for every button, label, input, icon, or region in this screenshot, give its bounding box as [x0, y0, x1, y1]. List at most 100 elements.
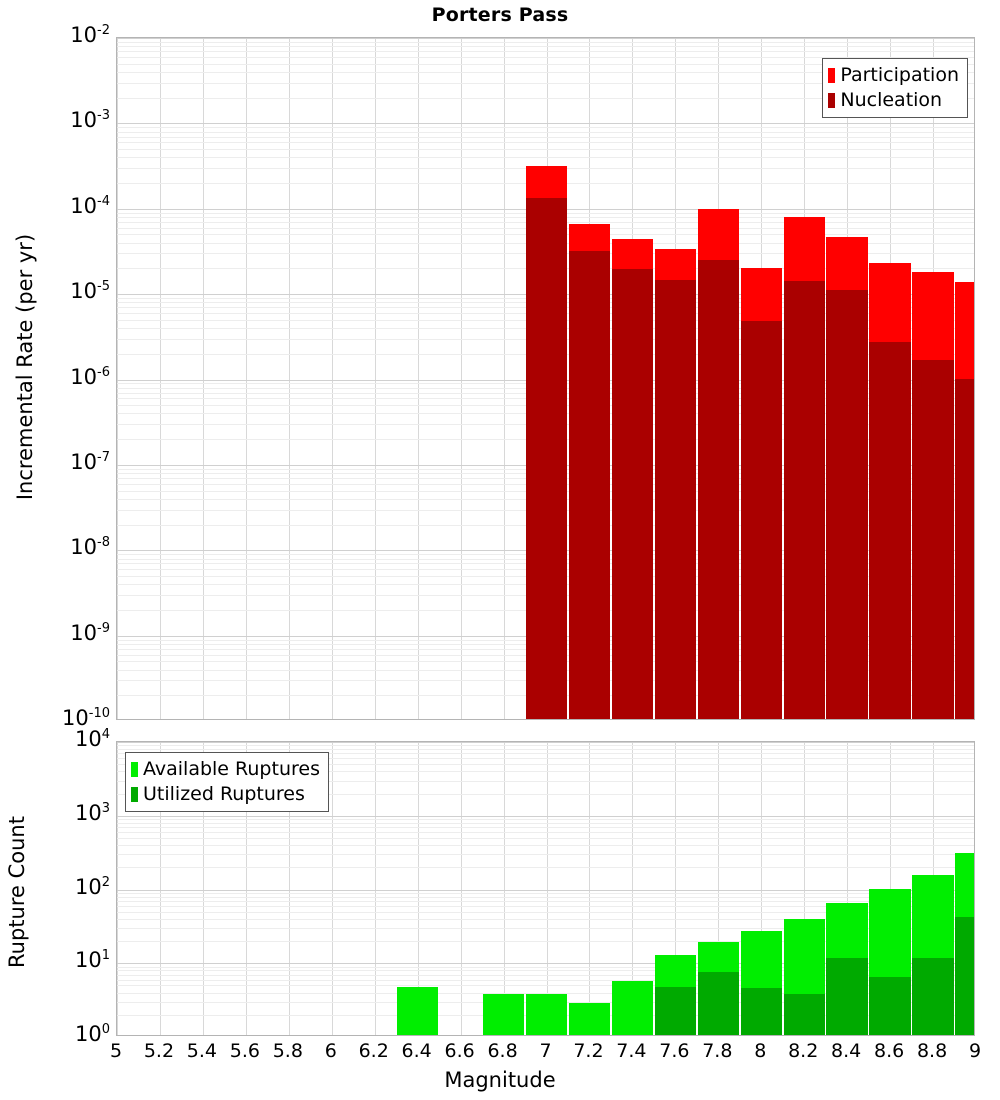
gridline-horizontal-major [117, 38, 974, 39]
gridline-horizontal-minor [117, 157, 974, 159]
y-axis-tick-label: 103 [74, 800, 110, 825]
y-axis-tick-label: 10-2 [70, 23, 110, 47]
participation-bar [525, 166, 568, 719]
utilized-ruptures-bar [826, 958, 868, 1035]
x-axis-tick-label: 7.2 [573, 1040, 604, 1062]
gridline-horizontal-minor [117, 918, 974, 920]
gridline-horizontal-minor [117, 46, 974, 48]
x-axis-tick-label: 5.6 [229, 1040, 260, 1062]
x-axis-tick-label: 5 [109, 1040, 123, 1062]
available-ruptures-bar [912, 874, 954, 1035]
x-axis-tick-label: 8.6 [873, 1040, 905, 1062]
participation-bar [611, 238, 654, 719]
legend-entry[interactable]: Participation [828, 63, 959, 88]
gridline-vertical [288, 742, 290, 1035]
gridline-horizontal-minor [117, 764, 974, 766]
gridline-vertical [202, 38, 204, 719]
available-ruptures-bar [740, 930, 782, 1035]
y-axis-tick-label: 102 [74, 874, 110, 899]
participation-bar [568, 224, 611, 719]
gridline-horizontal-major [117, 123, 974, 125]
available-ruptures-bar [869, 888, 911, 1035]
gridline-horizontal-minor [117, 131, 974, 133]
gridline-horizontal-major [117, 815, 974, 817]
gridline-vertical [632, 742, 634, 1035]
nucleation-bar [697, 259, 739, 719]
incremental-rate-chart: Participation Nucleation [116, 37, 975, 720]
gridline-horizontal-minor [117, 928, 974, 930]
gridline-vertical [159, 38, 161, 719]
available-ruptures-bar [783, 918, 825, 1035]
available-ruptures-bar [482, 993, 525, 1035]
y-axis-tick-label: 101 [74, 948, 110, 973]
nucleation-bar [525, 198, 568, 719]
gridline-vertical [718, 742, 720, 1035]
bottom-chart-legend: Available Ruptures Utilized Ruptures [125, 752, 329, 812]
gridline-vertical [546, 742, 548, 1035]
gridline-horizontal-minor [117, 979, 974, 981]
x-axis-tick-label: 6.6 [444, 1040, 475, 1062]
available-ruptures-bar [568, 1003, 611, 1035]
gridline-vertical [460, 38, 462, 719]
x-axis-tick-label: 6.2 [358, 1040, 389, 1062]
gridline-horizontal-minor [117, 793, 974, 795]
gridline-horizontal-minor [117, 771, 974, 773]
gridline-vertical [117, 38, 118, 719]
legend-label: Nucleation [840, 89, 943, 111]
gridline-horizontal-minor [117, 837, 974, 839]
available-ruptures-bar [525, 993, 568, 1035]
gridline-horizontal-minor [117, 970, 974, 972]
gridline-horizontal-minor [117, 71, 974, 73]
gridline-horizontal-minor [117, 749, 974, 751]
gridline-horizontal-minor [117, 900, 974, 902]
participation-bar [654, 249, 697, 719]
gridline-horizontal-minor [117, 896, 974, 898]
gridline-horizontal-minor [117, 867, 974, 869]
nucleation-bar [783, 281, 825, 719]
x-axis-tick-label: 5.4 [186, 1040, 217, 1062]
x-axis-tick-label: 6.4 [401, 1040, 432, 1062]
gridline-vertical [890, 742, 892, 1035]
y-axis-tick-label: 104 [74, 727, 110, 751]
utilized-ruptures-bar [740, 988, 782, 1035]
utilized-ruptures-bar [955, 916, 974, 1035]
bottom-chart-y-axis-label: Rupture Count [5, 816, 29, 968]
bottom-chart-y-ticks: 104 103 102 101 100 [38, 700, 110, 1100]
legend-entry[interactable]: Nucleation [828, 88, 959, 113]
gridline-horizontal-major [117, 742, 974, 743]
x-axis-tick-label: 8.2 [788, 1040, 819, 1062]
x-axis-tick-label: 8.8 [916, 1040, 948, 1062]
available-ruptures-bar [396, 986, 439, 1035]
gridline-horizontal-minor [117, 822, 974, 824]
gridline-vertical [847, 742, 849, 1035]
top-chart-y-axis-label: Incremental Rate (per yr) [13, 233, 37, 501]
y-axis-tick-label: 10-4 [70, 193, 110, 218]
x-axis-tick-label: 7.8 [702, 1040, 733, 1062]
y-axis-tick-label: 10-3 [70, 108, 110, 133]
nucleation-bar [826, 290, 868, 719]
y-axis-tick-label: 10-5 [70, 279, 110, 304]
legend-label: Utilized Ruptures [143, 783, 305, 805]
gridline-vertical [589, 742, 591, 1035]
gridline-horizontal-minor [117, 56, 974, 58]
nucleation-bar [869, 342, 911, 719]
participation-bar [955, 282, 974, 719]
gridline-vertical [417, 742, 419, 1035]
gridline-vertical [503, 38, 505, 719]
gridline-vertical [331, 742, 333, 1035]
gridline-horizontal-minor [117, 753, 974, 755]
legend-entry[interactable]: Utilized Ruptures [131, 782, 320, 807]
x-axis-tick-label: 7.4 [616, 1040, 647, 1062]
x-axis-tick-label: 9 [968, 1040, 982, 1062]
gridline-horizontal-minor [117, 832, 974, 834]
top-chart-legend: Participation Nucleation [822, 58, 968, 118]
x-axis-tick-label: 8 [754, 1040, 767, 1062]
available-ruptures-bar [654, 955, 697, 1035]
gridline-horizontal-minor [117, 985, 974, 987]
x-axis-tick-label: 5.2 [143, 1040, 175, 1062]
available-ruptures-bar [697, 942, 739, 1035]
gridline-horizontal-major [117, 889, 974, 891]
legend-swatch-icon [828, 93, 836, 108]
legend-entry[interactable]: Available Ruptures [131, 757, 320, 782]
legend-swatch-icon [131, 762, 138, 777]
